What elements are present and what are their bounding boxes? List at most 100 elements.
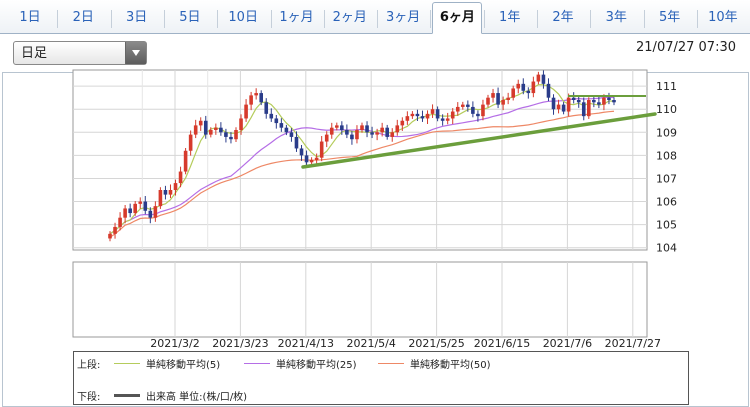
tab-8[interactable]: 3ヶ月	[385, 10, 421, 25]
candle-body	[264, 102, 269, 114]
candle-body	[612, 100, 616, 103]
tab-4[interactable]: 5日	[179, 10, 201, 25]
candle-body	[350, 134, 354, 140]
candle-body	[597, 102, 601, 105]
tab-separator	[696, 10, 698, 28]
candle-body	[239, 118, 243, 130]
candle-body	[531, 81, 536, 94]
candle-body	[471, 106, 475, 114]
tab-separator	[590, 10, 592, 28]
legend-volume-line	[114, 394, 140, 397]
tab-separator	[643, 10, 645, 28]
x-tick-label: 2021/5/25	[408, 337, 464, 350]
candle-body	[198, 120, 203, 126]
candle-body	[289, 132, 294, 137]
legend-lower-label: 下段:	[77, 392, 101, 403]
y-tick-label: 104	[656, 242, 677, 255]
candle-body	[153, 206, 158, 218]
candle-body	[279, 123, 284, 128]
candle-body	[461, 104, 465, 107]
candle-body	[259, 93, 263, 103]
candle-body	[466, 104, 470, 107]
tab-6[interactable]: 1ヶ月	[279, 10, 314, 25]
tab-1[interactable]: 1日	[19, 10, 41, 25]
candle-body	[254, 93, 258, 96]
tab-14[interactable]: 10年	[708, 10, 738, 25]
y-tick-label: 109	[656, 126, 677, 139]
tab-3[interactable]: 3日	[125, 10, 148, 25]
candle-body	[113, 226, 117, 234]
candle-body	[576, 100, 581, 103]
candle-body	[183, 150, 188, 172]
candle-body	[506, 97, 510, 100]
candle-body	[380, 127, 384, 133]
tab-9[interactable]: 6ヶ月	[432, 2, 483, 34]
candle-body	[128, 208, 132, 214]
tab-11[interactable]: 2年	[552, 10, 574, 25]
tab-separator	[430, 10, 432, 28]
tab-separator	[57, 10, 59, 28]
candle-body	[415, 113, 420, 117]
candle-type-select[interactable]: 日足	[13, 41, 147, 65]
candle-body	[607, 97, 611, 100]
candle-body	[486, 97, 490, 105]
tab-2[interactable]: 2日	[72, 10, 94, 25]
legend-volume-label: 出来高 単位:(株/口/枚)	[146, 392, 248, 403]
candle-body	[319, 141, 324, 158]
candle-body	[420, 116, 425, 119]
candle-body	[314, 157, 319, 160]
candle-body	[360, 125, 364, 130]
candle-body	[188, 134, 193, 151]
candle-body	[244, 104, 248, 119]
chart-timestamp: 21/07/27 07:30	[636, 40, 736, 55]
volume-plot-area	[72, 261, 648, 338]
candle-body	[294, 136, 299, 149]
candle-body	[390, 132, 395, 137]
candle-body	[496, 93, 500, 105]
y-tick-label: 107	[656, 172, 677, 185]
candle-body	[410, 113, 415, 117]
candle-body	[445, 118, 450, 121]
candle-body	[405, 116, 410, 121]
tab-13[interactable]: 5年	[658, 10, 681, 25]
tab-separator	[270, 10, 272, 28]
candle-body	[309, 160, 314, 163]
candle-body	[229, 136, 233, 140]
tab-7[interactable]: 2ヶ月	[332, 10, 367, 25]
candle-body	[284, 127, 289, 133]
tab-10[interactable]: 1年	[499, 10, 521, 25]
period-tab-bar	[0, 0, 750, 34]
tab-12[interactable]: 3年	[605, 10, 627, 25]
y-tick-label: 110	[656, 103, 677, 116]
candle-body	[400, 120, 405, 126]
tab-separator	[110, 10, 112, 28]
chevron-down-icon[interactable]	[125, 42, 146, 64]
candle-body	[566, 97, 571, 112]
legend-sma25-line	[244, 363, 270, 364]
candle-body	[365, 125, 369, 133]
tab-separator	[537, 10, 538, 28]
candle-body	[541, 74, 546, 84]
candle-body	[556, 104, 561, 110]
y-tick-label: 105	[656, 219, 677, 232]
legend-upper-label: 上段:	[77, 360, 101, 371]
legend: 上段: 単純移動平均(5) 単純移動平均(25) 単純移動平均(50) 下段: …	[73, 351, 689, 405]
legend-sma5-label: 単純移動平均(5)	[146, 360, 221, 371]
candle-body	[536, 74, 541, 82]
candle-body	[511, 88, 515, 98]
legend-sma25-label: 単純移動平均(25)	[276, 360, 357, 371]
legend-sma5-line	[114, 363, 140, 364]
candle-body	[193, 125, 198, 135]
legend-sma50-label: 単純移動平均(50)	[410, 360, 491, 371]
candle-body	[571, 97, 576, 100]
candle-body	[355, 130, 359, 140]
x-tick-label: 2021/4/13	[278, 337, 334, 350]
tab-separator	[483, 10, 485, 28]
candle-body	[329, 127, 334, 135]
candle-body	[249, 95, 253, 105]
x-tick-label: 2021/7/6	[543, 337, 592, 350]
tab-5[interactable]: 10日	[228, 10, 258, 25]
candle-body	[501, 100, 505, 105]
candle-body	[158, 190, 163, 207]
